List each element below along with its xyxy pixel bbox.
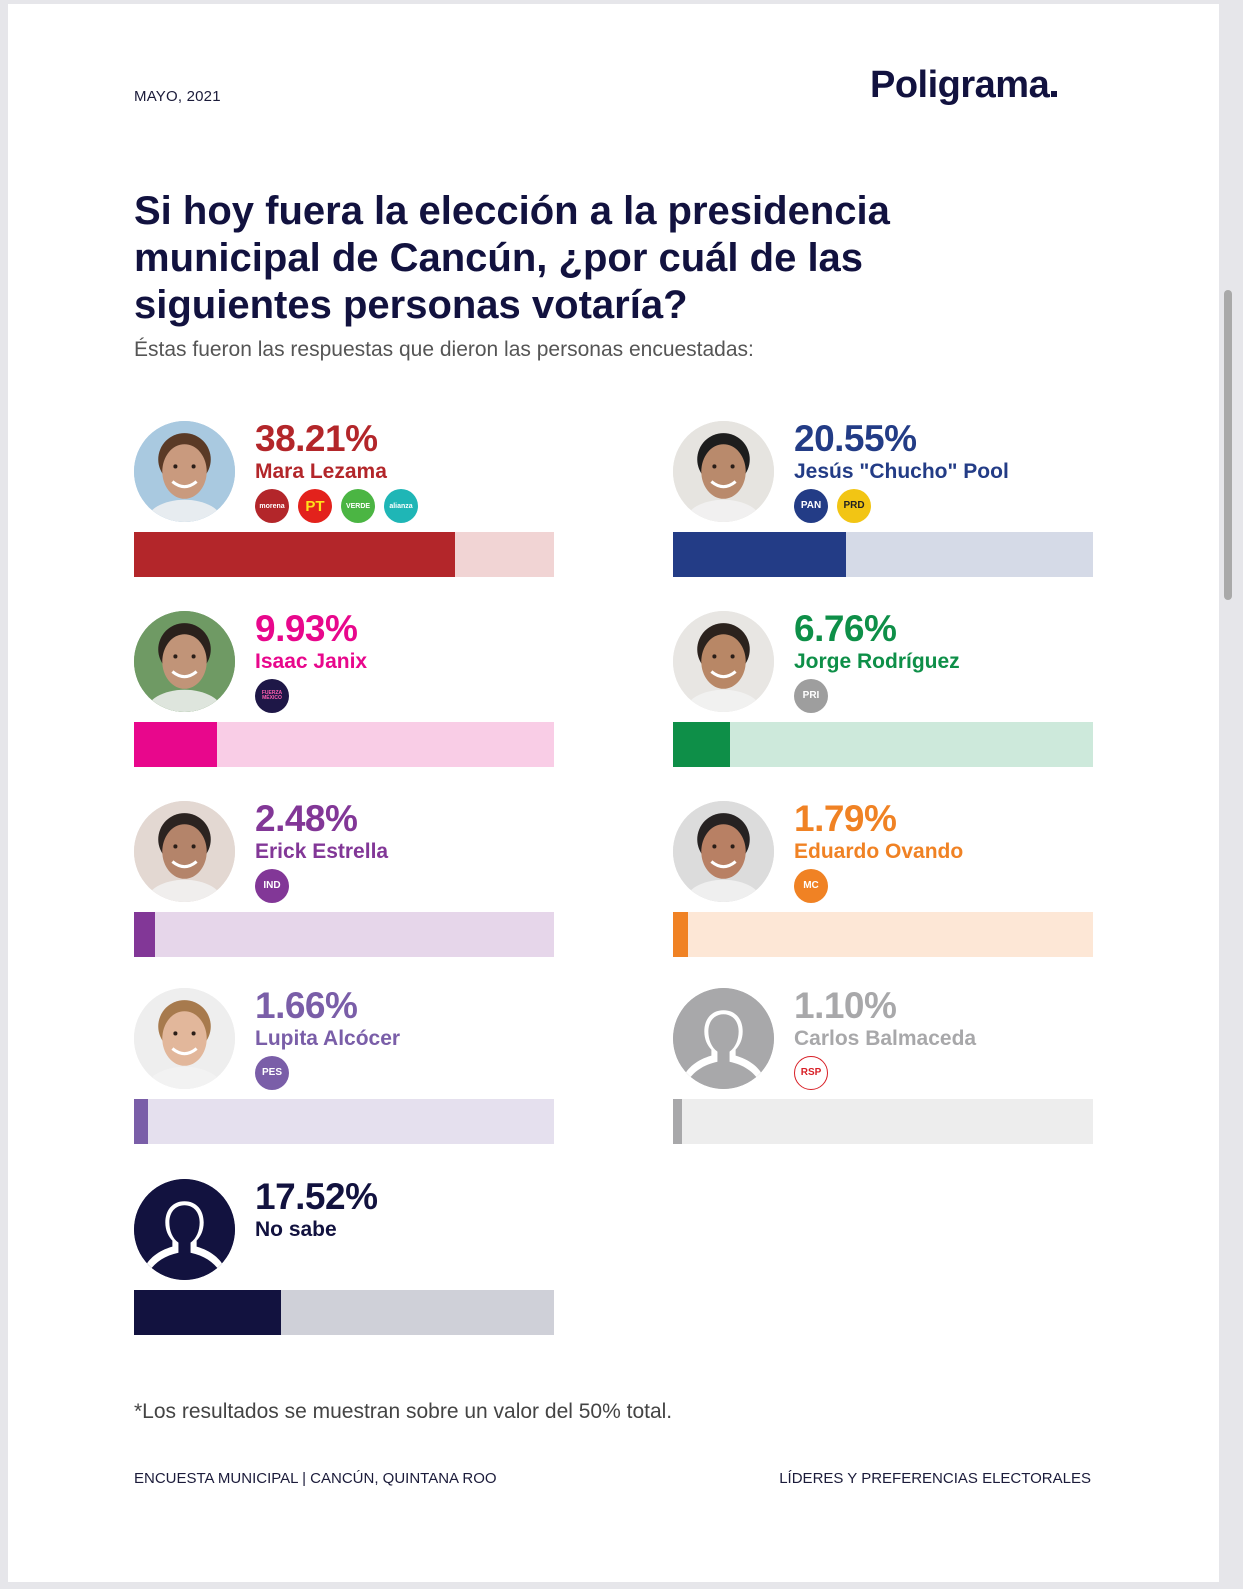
party-logo-icon: FUERZA MÉXICO [255,679,289,713]
party-logos: MC [794,869,828,903]
candidate-item: 6.76% Jorge Rodríguez PRI [673,608,1093,771]
brand-logo: Poligrama [870,64,1058,107]
candidate-photo [134,801,235,902]
candidate-name: Jorge Rodríguez [794,650,960,673]
bar-track [673,722,1093,767]
percentage-label: 20.55% [794,418,917,459]
party-logo-icon: alianza [384,489,418,523]
brand-name: Poligrama [870,64,1050,106]
party-logos: morena PT VERDE alianza [255,489,418,523]
bar-track [673,1099,1093,1144]
candidate-photo [673,801,774,902]
bar-track [673,912,1093,957]
bar-fill [134,532,455,577]
percentage-label: 38.21% [255,418,378,459]
party-logos: PRI [794,679,828,713]
bar-fill [673,722,730,767]
party-logo-icon: PES [255,1056,289,1090]
poll-card: MAYO, 2021 Poligrama Si hoy fuera la ele… [8,4,1219,1582]
percentage-label: 9.93% [255,608,358,649]
candidate-item: 1.79% Eduardo Ovando MC [673,798,1093,961]
user-silhouette-icon [134,1179,235,1280]
bar-track [134,722,554,767]
candidate-name: Eduardo Ovando [794,840,964,863]
footer-survey-location: ENCUESTA MUNICIPAL | CANCÚN, QUINTANA RO… [134,1470,497,1487]
bar-track [134,532,554,577]
bar-fill [673,912,689,957]
brand-dot-icon [1051,91,1058,97]
candidate-photo [673,611,774,712]
party-logo-icon: RSP [794,1056,828,1090]
question-title: Si hoy fuera la elección a la presidenci… [134,189,890,327]
candidate-name: No sabe [255,1218,337,1241]
bar-fill [134,1290,282,1335]
candidate-item: 1.66% Lupita Alcócer PES [134,985,554,1148]
bar-fill [134,1099,148,1144]
party-logo-icon: VERDE [341,489,375,523]
question-subtitle: Éstas fueron las respuestas que dieron l… [134,338,754,361]
party-logo-icon: MC [794,869,828,903]
footer-topic: LÍDERES Y PREFERENCIAS ELECTORALES [779,1470,1091,1487]
bar-track [134,1099,554,1144]
candidate-photo [673,421,774,522]
party-logo-icon: IND [255,869,289,903]
percentage-label: 2.48% [255,798,358,839]
candidate-item: 17.52% No sabe [134,1176,554,1339]
scale-note: *Los resultados se muestran sobre un val… [134,1400,673,1423]
candidate-photo [134,421,235,522]
candidate-name: Carlos Balmaceda [794,1027,977,1050]
percentage-label: 1.79% [794,798,897,839]
party-logo-icon: morena [255,489,289,523]
party-logo-icon: PT [298,489,332,523]
candidate-name: Jesús "Chucho" Pool [794,460,1009,483]
percentage-label: 1.66% [255,985,358,1026]
percentage-label: 6.76% [794,608,897,649]
candidate-item: 38.21% Mara Lezama morena PT VERDE alianza [134,418,554,581]
bar-track [673,532,1093,577]
percentage-label: 1.10% [794,985,897,1026]
bar-fill [673,1099,683,1144]
candidate-item: 2.48% Erick Estrella IND [134,798,554,961]
candidate-item: 9.93% Isaac Janix FUERZA MÉXICO [134,608,554,771]
candidate-name: Lupita Alcócer [255,1027,401,1050]
percentage-label: 17.52% [255,1176,378,1217]
party-logo-icon: PAN [794,489,828,523]
survey-date: MAYO, 2021 [134,88,221,105]
party-logos: FUERZA MÉXICO [255,679,289,713]
candidate-item: 20.55% Jesús "Chucho" Pool PAN PRD [673,418,1093,581]
bar-fill [134,912,155,957]
user-silhouette-icon [673,988,774,1089]
candidate-name: Erick Estrella [255,840,389,863]
vertical-scrollbar[interactable] [1224,290,1232,600]
party-logos: PAN PRD [794,489,871,523]
candidate-item: 1.10% Carlos Balmaceda RSP [673,985,1093,1148]
party-logos: PES [255,1056,289,1090]
party-logo-icon: PRD [837,489,871,523]
candidate-name: Mara Lezama [255,460,387,483]
party-logos: RSP [794,1056,828,1090]
party-logo-icon: PRI [794,679,828,713]
candidate-photo [134,611,235,712]
candidate-photo [134,988,235,1089]
bar-fill [673,532,846,577]
bar-fill [134,722,218,767]
candidate-name: Isaac Janix [255,650,368,673]
party-logos: IND [255,869,289,903]
bar-track [134,912,554,957]
bar-track [134,1290,554,1335]
